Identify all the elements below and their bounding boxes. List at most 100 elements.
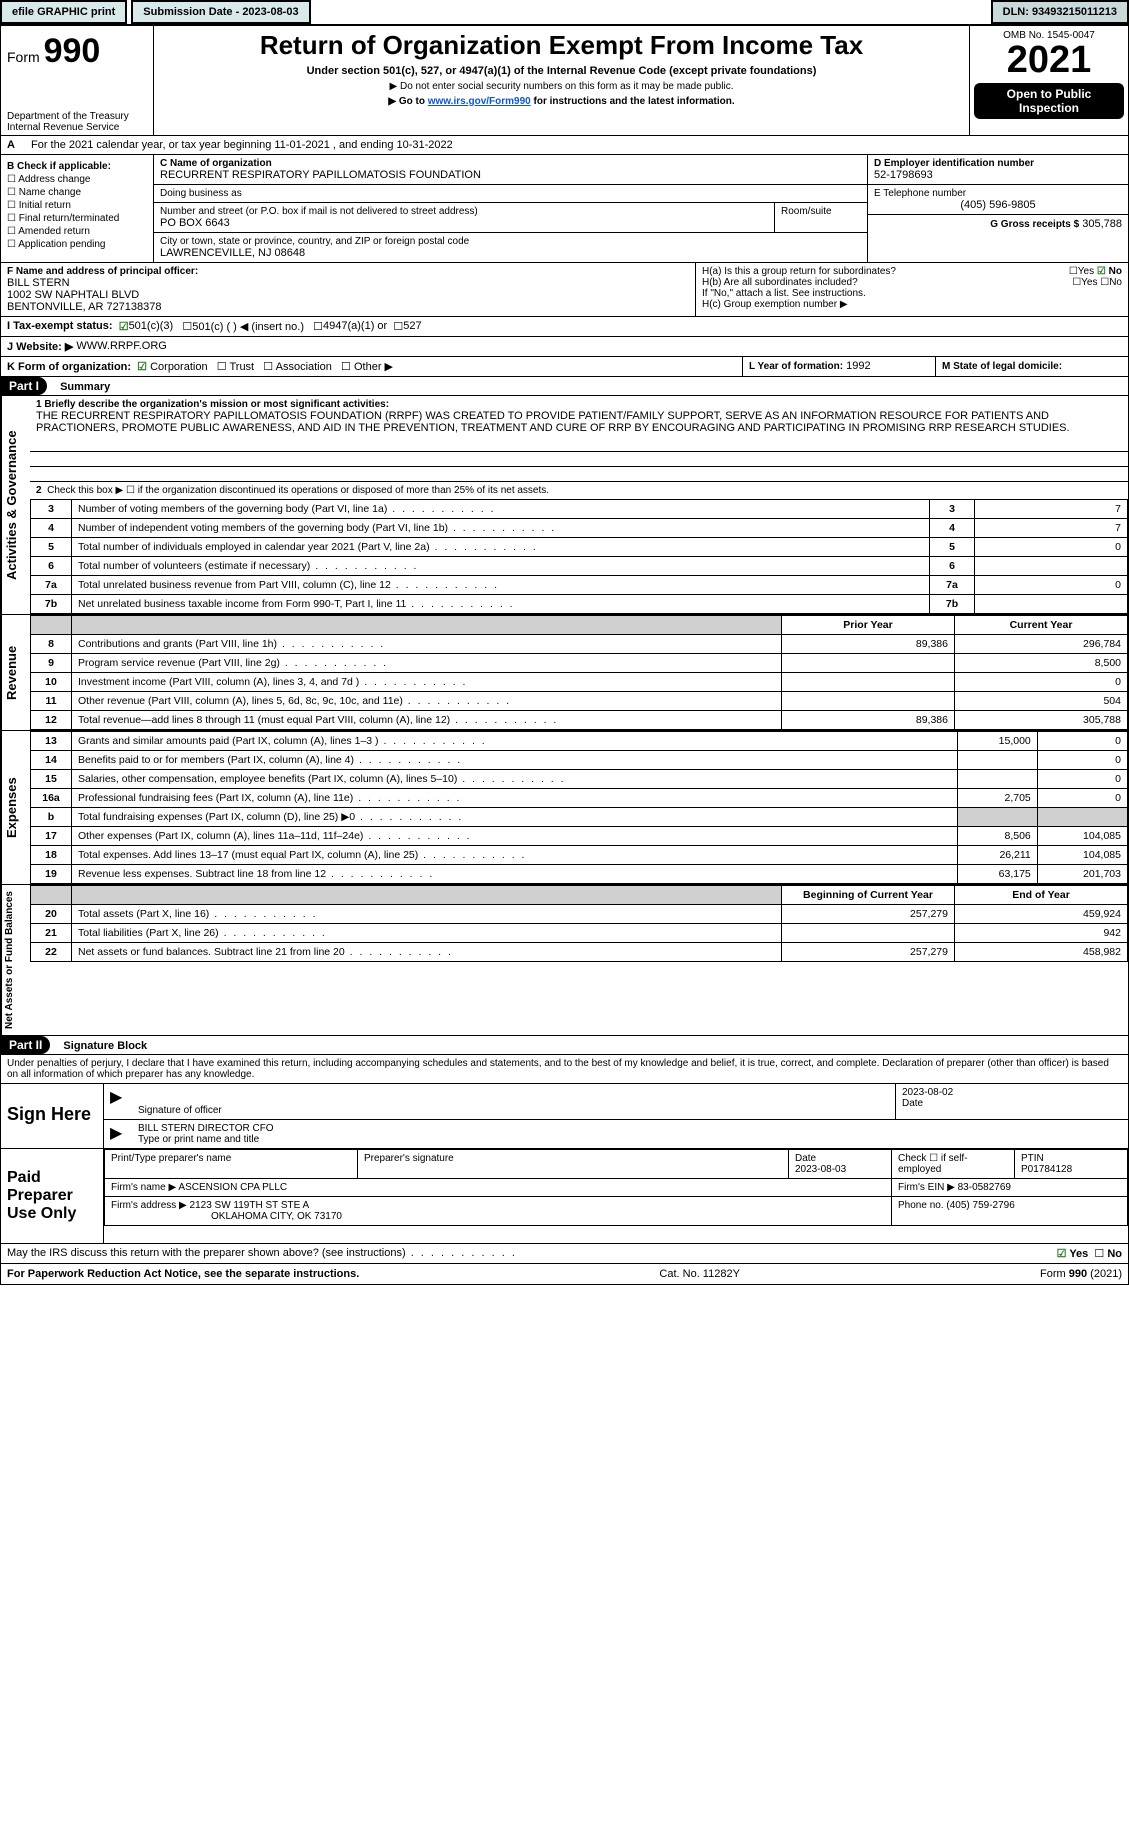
table-row: 5Total number of individuals employed in…: [31, 538, 1128, 557]
mission-text: THE RECURRENT RESPIRATORY PAPILLOMATOSIS…: [36, 410, 1122, 434]
j-label: J Website: ▶: [7, 340, 73, 353]
m-state: M State of legal domicile:: [936, 357, 1128, 376]
hb-text: H(b) Are all subordinates included?: [702, 277, 1072, 288]
form-title: Return of Organization Exempt From Incom…: [160, 30, 963, 61]
ck-assoc[interactable]: Association: [276, 361, 332, 373]
table-header: Prior YearCurrent Year: [31, 616, 1128, 635]
table-row: 22Net assets or fund balances. Subtract …: [31, 943, 1128, 962]
revenue-section: Revenue Prior YearCurrent Year8Contribut…: [0, 615, 1129, 731]
ck-527[interactable]: 527: [403, 320, 421, 333]
dept-treasury: Department of the Treasury: [7, 111, 147, 122]
g-gross: 305,788: [1082, 218, 1122, 230]
efile-print: efile GRAPHIC print: [0, 0, 127, 24]
declaration: Under penalties of perjury, I declare th…: [0, 1055, 1129, 1084]
room-label: Room/suite: [781, 206, 861, 217]
part2-name: Signature Block: [53, 1040, 147, 1052]
period-row: A For the 2021 calendar year, or tax yea…: [0, 136, 1129, 155]
ck-amended[interactable]: Amended return: [7, 226, 147, 237]
ck-trust[interactable]: Trust: [229, 361, 254, 373]
k-form-org: K Form of organization: Corporation ☐ Tr…: [1, 357, 743, 376]
table-row: 16aProfessional fundraising fees (Part I…: [31, 789, 1128, 808]
f-label: F Name and address of principal officer:: [7, 266, 689, 277]
vlabel-exp: Expenses: [1, 731, 30, 884]
ck-corp[interactable]: [137, 361, 150, 373]
form-title-block: Return of Organization Exempt From Incom…: [154, 26, 969, 135]
form-number: 990: [44, 32, 101, 70]
ck-final-return[interactable]: Final return/terminated: [7, 213, 147, 224]
table-row: 8Contributions and grants (Part VIII, li…: [31, 635, 1128, 654]
discuss-text: May the IRS discuss this return with the…: [7, 1247, 1057, 1260]
right-info: D Employer identification number 52-1798…: [867, 155, 1128, 262]
netassets-table: Beginning of Current YearEnd of Year20To…: [30, 885, 1128, 962]
hb-yn: ☐Yes ☐No: [1072, 277, 1122, 288]
l-year: L Year of formation: 1992: [743, 357, 936, 376]
vlabel-gov: Activities & Governance: [1, 396, 30, 614]
omb-year-block: OMB No. 1545-0047 2021 Open to Public In…: [969, 26, 1128, 135]
ck-other[interactable]: Other ▶: [354, 361, 393, 373]
irs-link[interactable]: www.irs.gov/Form990: [428, 96, 531, 107]
officer-name-line: BILL STERN DIRECTOR CFO Type or print na…: [132, 1120, 1128, 1148]
table-row: 7aTotal unrelated business revenue from …: [31, 576, 1128, 595]
netassets-section: Net Assets or Fund Balances Beginning of…: [0, 885, 1129, 1036]
form-header: Form 990 Department of the Treasury Inte…: [0, 25, 1129, 136]
paid-preparer-block: Paid Preparer Use Only Print/Type prepar…: [0, 1149, 1129, 1244]
sig-date: 2023-08-02 Date: [896, 1084, 1128, 1119]
table-row: 20Total assets (Part X, line 16)257,2794…: [31, 905, 1128, 924]
mission-label: 1 Briefly describe the organization's mi…: [36, 399, 1122, 410]
city-value: LAWRENCEVILLE, NJ 08648: [160, 247, 861, 259]
goto-suffix: for instructions and the latest informat…: [534, 96, 735, 107]
checkbox-column: B Check if applicable: Address change Na…: [1, 155, 154, 262]
table-row: 7bNet unrelated business taxable income …: [31, 595, 1128, 614]
table-row: 9Program service revenue (Part VIII, lin…: [31, 654, 1128, 673]
table-row: 12Total revenue—add lines 8 through 11 (…: [31, 711, 1128, 730]
dln: DLN: 93493215011213: [991, 0, 1129, 24]
ha-text: H(a) Is this a group return for subordin…: [702, 266, 1069, 277]
ck-initial-return[interactable]: Initial return: [7, 200, 147, 211]
ck-501c3[interactable]: [119, 320, 129, 333]
tax-year: 2021: [974, 41, 1124, 79]
expenses-table: 13Grants and similar amounts paid (Part …: [30, 731, 1128, 884]
footer-right: Form 990 (2021): [1040, 1268, 1122, 1280]
irs-label: Internal Revenue Service: [7, 122, 147, 133]
d-ein: 52-1798693: [874, 169, 1122, 181]
table-row: 14Benefits paid to or for members (Part …: [31, 751, 1128, 770]
goto-note: ▶ Go to www.irs.gov/Form990 for instruct…: [160, 96, 963, 107]
i-tax-row: I Tax-exempt status: 501(c)(3) ☐ 501(c) …: [0, 317, 1129, 337]
revenue-table: Prior YearCurrent Year8Contributions and…: [30, 615, 1128, 730]
governance-table: 3Number of voting members of the governi…: [30, 499, 1128, 614]
ck-app-pending[interactable]: Application pending: [7, 239, 147, 250]
part1-badge: Part I: [1, 377, 47, 395]
f-h-block: F Name and address of principal officer:…: [0, 263, 1129, 317]
table-row: 11Other revenue (Part VIII, column (A), …: [31, 692, 1128, 711]
k-l-m-row: K Form of organization: Corporation ☐ Tr…: [0, 357, 1129, 377]
activities-governance: Activities & Governance 1 Briefly descri…: [0, 396, 1129, 615]
g-gross-label: G Gross receipts $: [990, 219, 1079, 230]
discuss-row: May the IRS discuss this return with the…: [0, 1244, 1129, 1264]
hc-text: H(c) Group exemption number ▶: [702, 299, 1122, 310]
street-value: PO BOX 6643: [160, 217, 768, 229]
table-row: 3Number of voting members of the governi…: [31, 500, 1128, 519]
ck-name-change[interactable]: Name change: [7, 187, 147, 198]
d-ein-label: D Employer identification number: [874, 158, 1122, 169]
arrow-icon: [110, 1093, 124, 1105]
table-row: 10Investment income (Part VIII, column (…: [31, 673, 1128, 692]
ssn-note: ▶ Do not enter social security numbers o…: [160, 81, 963, 92]
ck-address-change[interactable]: Address change: [7, 174, 147, 185]
ck-4947[interactable]: 4947(a)(1) or: [323, 320, 387, 333]
e-phone-label: E Telephone number: [874, 188, 1122, 199]
table-row: 13Grants and similar amounts paid (Part …: [31, 732, 1128, 751]
footer-mid: Cat. No. 11282Y: [659, 1268, 740, 1280]
period-text: For the 2021 calendar year, or tax year …: [25, 136, 1128, 154]
hb-note: If "No," attach a list. See instructions…: [702, 288, 1122, 299]
vlabel-rev: Revenue: [1, 615, 30, 730]
ck-501c[interactable]: 501(c) ( ) ◀ (insert no.): [192, 320, 304, 333]
form-label: Form: [7, 49, 40, 65]
part2-badge: Part II: [1, 1036, 50, 1054]
table-row: bTotal fundraising expenses (Part IX, co…: [31, 808, 1128, 827]
part2-header: Part II Signature Block: [0, 1036, 1129, 1055]
i-label: I Tax-exempt status:: [7, 320, 113, 333]
table-header: Beginning of Current YearEnd of Year: [31, 886, 1128, 905]
j-website-row: J Website: ▶ WWW.RRPF.ORG: [0, 337, 1129, 357]
officer-addr1: 1002 SW NAPHTALI BLVD: [7, 289, 689, 301]
table-row: 15Salaries, other compensation, employee…: [31, 770, 1128, 789]
